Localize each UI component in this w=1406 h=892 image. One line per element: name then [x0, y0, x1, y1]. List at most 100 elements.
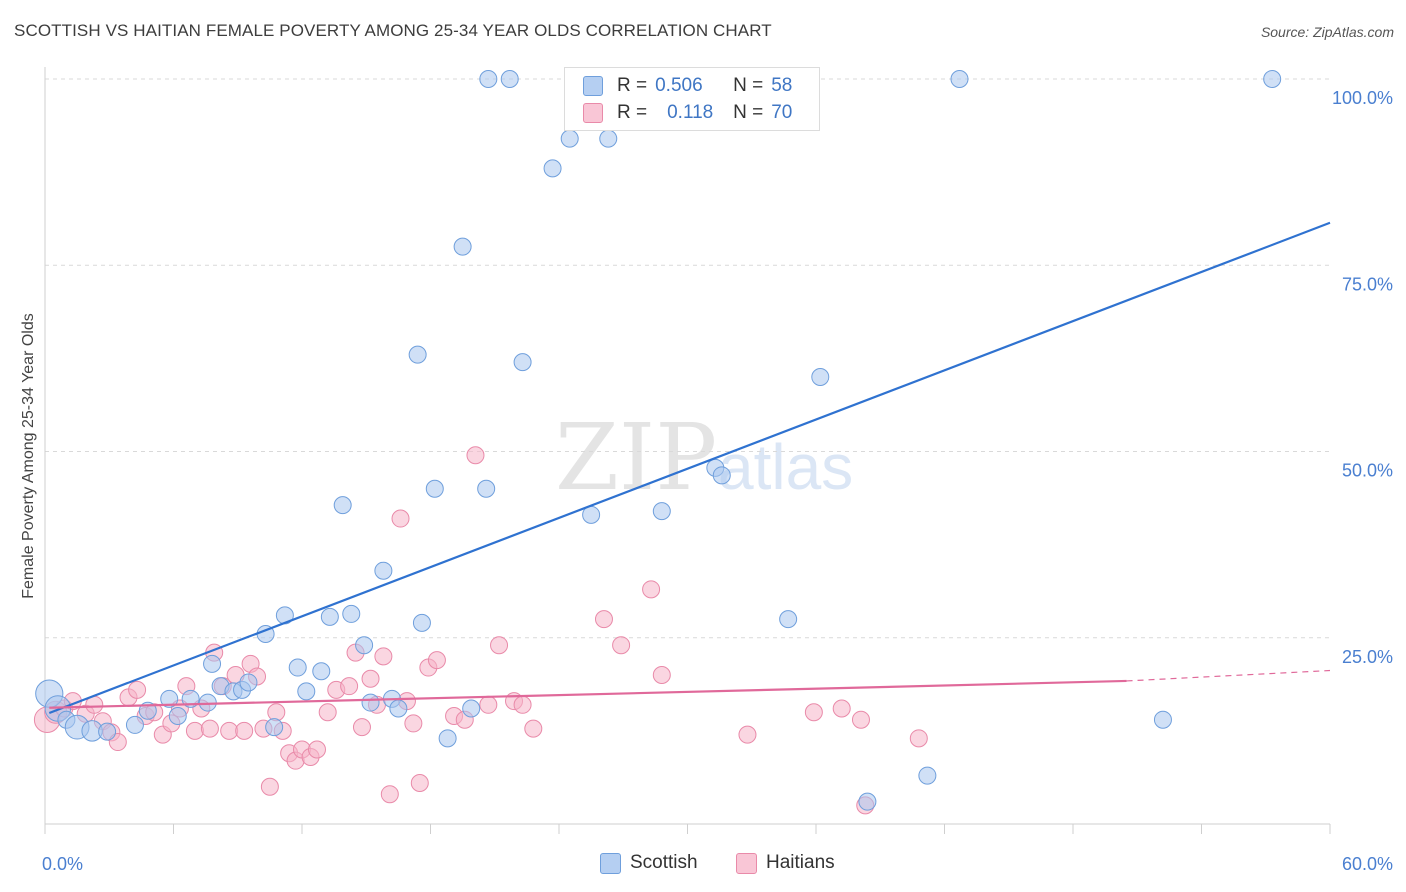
scottish-point	[297, 682, 316, 701]
haitian-point	[804, 703, 823, 722]
watermark-atlas: atlas	[718, 431, 853, 503]
haitian-point	[652, 666, 671, 684]
scottish-point	[811, 368, 830, 386]
scottish-point	[312, 662, 331, 681]
scottish-point	[779, 610, 798, 629]
haitian-point	[318, 703, 337, 722]
haitian-point	[832, 699, 851, 718]
y-tick-label: 100.0%	[1332, 88, 1393, 108]
chart-title: SCOTTISH VS HAITIAN FEMALE POVERTY AMONG…	[14, 21, 772, 40]
haitian-point	[479, 695, 498, 714]
haitian-point	[380, 785, 399, 804]
haitian-point	[352, 718, 371, 737]
legend-r-label: R =	[617, 75, 648, 96]
haitian-legend-label: Haitians	[766, 852, 835, 873]
haitian-point	[410, 774, 429, 793]
series-legend-scottish: Scottish	[600, 851, 698, 875]
haitian-point	[404, 714, 423, 733]
scottish-point	[1153, 710, 1172, 729]
correlation-legend: R = 0.506 N = 58 R = 0.118 N = 70	[564, 67, 820, 131]
haitian-point	[128, 680, 147, 699]
scottish-legend-swatch	[600, 852, 621, 874]
haitian-legend-swatch	[736, 852, 757, 874]
scottish-point	[652, 502, 671, 521]
scottish-point	[361, 693, 380, 712]
haitian-point	[594, 610, 613, 629]
legend-n-value: 58	[771, 75, 793, 96]
scottish-point	[1263, 70, 1282, 88]
y-tick-label: 25.0%	[1342, 647, 1393, 667]
scottish-point	[203, 654, 222, 673]
series-legend-haitians: Haitians	[736, 851, 835, 875]
legend-row-scottish: R = 0.506 N = 58	[583, 73, 792, 99]
scottish-point	[712, 466, 731, 485]
source-label: Source: ZipAtlas.com	[1260, 24, 1394, 40]
scottish-point	[479, 70, 498, 88]
scottish-point	[425, 479, 444, 498]
scottish-point	[160, 689, 179, 708]
haitian-point	[235, 721, 254, 740]
haitian-point	[909, 729, 928, 748]
haitian-point	[260, 777, 279, 796]
legend-n-label: N =	[733, 102, 764, 123]
scottish-point	[560, 129, 579, 148]
legend-row-haitians: R = 0.118 N = 70	[583, 100, 792, 126]
y-tick-label: 50.0%	[1342, 461, 1393, 481]
haitian-point	[267, 703, 286, 722]
scottish-point	[462, 699, 481, 718]
haitian-point	[185, 721, 204, 740]
scottish-point	[408, 345, 427, 364]
scottish-trend-line	[48, 221, 1331, 715]
scottish-point	[125, 715, 144, 734]
haitian-point	[642, 580, 661, 599]
haitian-point	[738, 725, 757, 744]
haitian-point	[220, 721, 239, 740]
haitian-point	[361, 669, 380, 688]
scottish-point	[239, 673, 258, 692]
legend-n-label: N =	[733, 75, 764, 96]
haitian-point	[490, 636, 509, 655]
scottish-point	[513, 353, 532, 372]
haitian-trend-extension	[1126, 669, 1331, 682]
haitian-point	[200, 719, 219, 738]
scottish-point	[412, 613, 431, 632]
scottish-point	[477, 479, 496, 498]
scottish-swatch	[583, 76, 603, 96]
scottish-point	[438, 729, 457, 748]
haitian-point	[851, 710, 870, 729]
haitian-point	[307, 740, 326, 759]
x-tick-label: 60.0%	[1342, 854, 1393, 874]
scottish-point	[342, 604, 361, 623]
haitian-point	[513, 695, 532, 714]
legend-r-value: 0.506	[655, 75, 703, 96]
scottish-point	[265, 718, 284, 737]
haitian-point	[340, 677, 359, 696]
scottish-point	[389, 699, 408, 718]
watermark-zip: ZIP	[555, 404, 717, 511]
scottish-point	[288, 658, 307, 677]
scottish-point	[950, 70, 969, 88]
haitian-point	[612, 636, 631, 655]
scottish-point	[599, 129, 618, 148]
scottish-point	[355, 636, 374, 655]
legend-n-value: 70	[771, 102, 793, 123]
scottish-point	[333, 496, 352, 515]
haitian-point	[524, 719, 543, 738]
scottish-point	[98, 722, 117, 741]
scottish-point	[320, 607, 339, 626]
scottish-point	[858, 792, 877, 811]
legend-r-value: 0.118	[667, 102, 714, 123]
scottish-legend-label: Scottish	[630, 852, 698, 873]
haitian-trend-line	[49, 679, 1127, 709]
haitian-swatch	[583, 103, 603, 123]
scottish-point	[198, 693, 217, 712]
haitian-point	[391, 509, 410, 528]
haitian-point	[427, 651, 446, 670]
y-tick-label: 75.0%	[1342, 274, 1393, 294]
scottish-point	[374, 561, 393, 580]
scottish-point	[453, 237, 472, 256]
scottish-point	[500, 70, 519, 88]
legend-r-label: R =	[617, 102, 648, 123]
haitian-point	[374, 647, 393, 666]
